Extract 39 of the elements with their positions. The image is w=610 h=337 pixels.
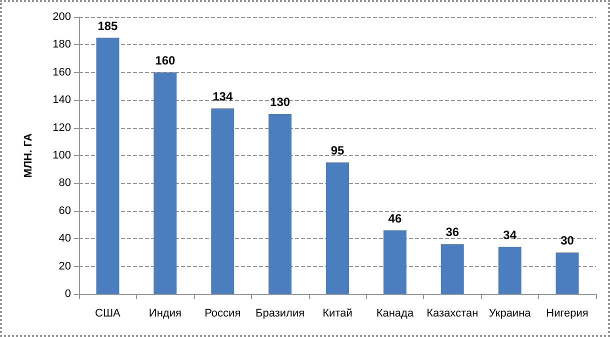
data-label: 34: [503, 228, 517, 242]
data-label: 185: [98, 18, 118, 33]
data-label: 160: [155, 53, 176, 68]
y-tick-label: 20: [58, 260, 71, 272]
y-axis-title: МЛН. ГА: [22, 133, 34, 178]
data-label: 46: [388, 211, 402, 226]
data-label: 134: [212, 89, 233, 104]
data-label: 30: [560, 233, 574, 248]
y-tick-label: 120: [52, 122, 71, 134]
x-tick-label: Канада: [376, 308, 414, 320]
x-tick-label: Бразилия: [256, 308, 305, 320]
y-tick-label: 160: [52, 66, 71, 78]
bar: [268, 114, 292, 294]
x-tick-label: Индия: [148, 308, 182, 320]
y-tick-label: 100: [52, 150, 71, 162]
bar: [326, 162, 349, 294]
x-tick-label: США: [95, 308, 122, 320]
y-tick-label: 0: [64, 288, 71, 300]
bar: [556, 252, 579, 294]
data-label: 130: [270, 94, 290, 109]
x-tick-label: Нигерия: [546, 308, 588, 320]
x-tick-label: Украина: [488, 308, 532, 320]
bar: [96, 38, 120, 294]
bar: [154, 72, 177, 294]
y-tick-label: 80: [58, 177, 71, 190]
data-label: 95: [330, 143, 344, 158]
bar: [211, 108, 234, 294]
y-tick-label: 180: [52, 38, 71, 51]
y-tick-label: 40: [58, 232, 71, 245]
x-tick-label: Россия: [204, 308, 241, 320]
data-label: 36: [446, 225, 460, 240]
y-tick-label: 140: [52, 94, 71, 106]
x-tick-label: Казахстан: [426, 308, 478, 320]
y-tick-label: 60: [58, 204, 71, 217]
x-tick-label: Китай: [322, 308, 352, 320]
bar: [440, 244, 464, 294]
bar: [498, 246, 522, 294]
y-tick-label: 200: [52, 11, 71, 23]
bar: [383, 230, 406, 294]
